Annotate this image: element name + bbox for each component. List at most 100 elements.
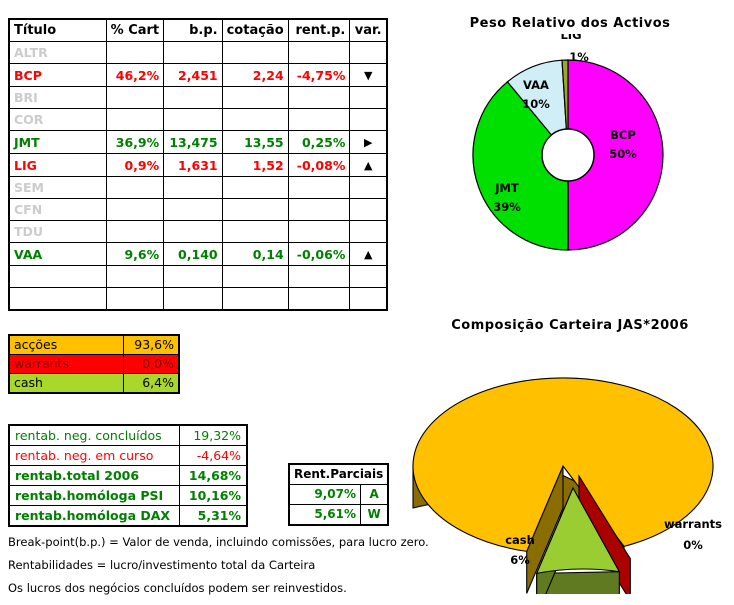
cell-var[interactable] — [349, 265, 388, 288]
cell-rentp[interactable]: -4,75% — [287, 63, 351, 87]
cell-percart[interactable] — [105, 287, 165, 311]
cell-var[interactable] — [349, 198, 388, 221]
list-item[interactable]: cash 6,4% — [8, 373, 180, 394]
cell-var[interactable] — [349, 287, 388, 311]
cell-bp[interactable] — [163, 176, 223, 199]
cell-cotacao[interactable] — [221, 108, 289, 131]
cell-percart[interactable]: 9,6% — [105, 242, 165, 266]
return-value[interactable]: 14,68% — [179, 465, 248, 486]
cell-cotacao[interactable]: 0,14 — [221, 242, 289, 266]
cell-percart[interactable]: 0,9% — [105, 153, 165, 177]
cell-var[interactable] — [349, 220, 388, 243]
cell-cotacao[interactable]: 1,52 — [221, 153, 289, 177]
cell-titulo[interactable]: ALTR — [8, 41, 107, 64]
cell-bp[interactable] — [163, 220, 223, 243]
partial-returns-table[interactable]: Rent.Parciais 9,07% A 5,61% W — [288, 463, 390, 526]
cell-cotacao[interactable] — [221, 220, 289, 243]
cell-bp[interactable]: 0,140 — [163, 242, 223, 266]
asset-class-value[interactable]: 0,0% — [123, 354, 180, 374]
partial-return-tag[interactable]: W — [360, 504, 389, 526]
cell-rentp[interactable] — [287, 287, 351, 311]
cell-percart[interactable] — [105, 176, 165, 199]
return-label[interactable]: rentab. neg. concluídos — [8, 424, 180, 446]
cell-bp[interactable]: 1,631 — [163, 153, 223, 177]
return-label[interactable]: rentab. neg. em curso — [8, 445, 180, 466]
return-value[interactable]: 10,16% — [179, 485, 248, 506]
column-header-cotacao[interactable]: cotação — [221, 18, 289, 42]
cell-cotacao[interactable] — [221, 86, 289, 109]
asset-class-label[interactable]: acções — [8, 334, 124, 355]
cell-bp[interactable] — [163, 287, 223, 311]
return-label[interactable]: rentab.total 2006 — [8, 465, 180, 486]
returns-table[interactable]: rentab. neg. concluídos 19,32% rentab. neg… — [8, 424, 248, 527]
cell-bp[interactable] — [163, 265, 223, 288]
cell-var[interactable] — [349, 86, 388, 109]
table-row[interactable]: CFN — [8, 198, 388, 221]
cell-titulo[interactable]: SEM — [8, 176, 107, 199]
arrow-down-icon[interactable]: ▼ — [349, 63, 388, 87]
cell-cotacao[interactable] — [221, 176, 289, 199]
cell-percart[interactable] — [105, 108, 165, 131]
list-item[interactable]: warrants 0,0% — [8, 354, 180, 374]
asset-class-table[interactable]: acções 93,6% warrants 0,0% cash 6,4% — [8, 334, 180, 394]
cell-cotacao[interactable] — [221, 198, 289, 221]
table-row[interactable]: rentab.homóloga PSI 10,16% — [8, 485, 248, 506]
cell-cotacao[interactable] — [221, 287, 289, 311]
table-row[interactable]: rentab. neg. em curso -4,64% — [8, 445, 248, 466]
column-header-bp[interactable]: b.p. — [163, 18, 223, 42]
cell-var[interactable] — [349, 108, 388, 131]
cell-rentp[interactable]: -0,06% — [287, 242, 351, 266]
partial-returns-header[interactable]: Rent.Parciais — [288, 463, 389, 485]
cell-titulo[interactable]: VAA — [8, 242, 107, 266]
cell-titulo[interactable]: TDU — [8, 220, 107, 243]
cell-cotacao[interactable]: 13,55 — [221, 130, 289, 154]
cell-cotacao[interactable]: 2,24 — [221, 63, 289, 87]
column-header-rentp[interactable]: rent.p. — [287, 18, 351, 42]
partial-return-tag[interactable]: A — [360, 484, 389, 505]
partial-return-value[interactable]: 9,07% — [288, 484, 361, 505]
asset-class-value[interactable]: 93,6% — [123, 334, 180, 355]
cell-rentp[interactable] — [287, 198, 351, 221]
cell-bp[interactable]: 13,475 — [163, 130, 223, 154]
cell-bp[interactable] — [163, 198, 223, 221]
cell-percart[interactable] — [105, 86, 165, 109]
cell-titulo[interactable]: BRI — [8, 86, 107, 109]
table-row[interactable] — [8, 265, 388, 288]
cell-bp[interactable] — [163, 108, 223, 131]
cell-percart[interactable] — [105, 41, 165, 64]
cell-rentp[interactable] — [287, 265, 351, 288]
partial-return-value[interactable]: 5,61% — [288, 504, 361, 526]
cell-rentp[interactable] — [287, 41, 351, 64]
table-row[interactable]: 9,07% A — [288, 484, 389, 505]
return-label[interactable]: rentab.homóloga DAX — [8, 505, 180, 527]
cell-rentp[interactable]: 0,25% — [287, 130, 351, 154]
cell-bp[interactable] — [163, 86, 223, 109]
cell-percart[interactable] — [105, 220, 165, 243]
return-value[interactable]: -4,64% — [179, 445, 248, 466]
asset-class-value[interactable]: 6,4% — [123, 373, 180, 394]
table-row[interactable]: rentab.homóloga DAX 5,31% — [8, 505, 248, 527]
cell-rentp[interactable]: -0,08% — [287, 153, 351, 177]
cell-cotacao[interactable] — [221, 41, 289, 64]
cell-rentp[interactable] — [287, 86, 351, 109]
table-row[interactable]: TDU — [8, 220, 388, 243]
cell-titulo[interactable]: LIG — [8, 153, 107, 177]
cell-var[interactable] — [349, 176, 388, 199]
cell-titulo[interactable] — [8, 265, 107, 288]
column-header-percart[interactable]: % Cart — [105, 18, 165, 42]
cell-percart[interactable] — [105, 198, 165, 221]
table-row[interactable]: BCP 46,2% 2,451 2,24 -4,75% ▼ — [8, 63, 388, 87]
cell-rentp[interactable] — [287, 220, 351, 243]
cell-rentp[interactable] — [287, 108, 351, 131]
cell-var[interactable] — [349, 41, 388, 64]
column-header-titulo[interactable]: Título — [8, 18, 107, 42]
table-row[interactable]: ALTR — [8, 41, 388, 64]
arrow-up-icon[interactable]: ▲ — [349, 153, 388, 177]
table-row[interactable]: rentab.total 2006 14,68% — [8, 465, 248, 486]
table-row[interactable]: LIG 0,9% 1,631 1,52 -0,08% ▲ — [8, 153, 388, 177]
cell-titulo[interactable]: JMT — [8, 130, 107, 154]
cell-percart[interactable] — [105, 265, 165, 288]
cell-titulo[interactable]: COR — [8, 108, 107, 131]
return-value[interactable]: 5,31% — [179, 505, 248, 527]
cell-titulo[interactable]: BCP — [8, 63, 107, 87]
